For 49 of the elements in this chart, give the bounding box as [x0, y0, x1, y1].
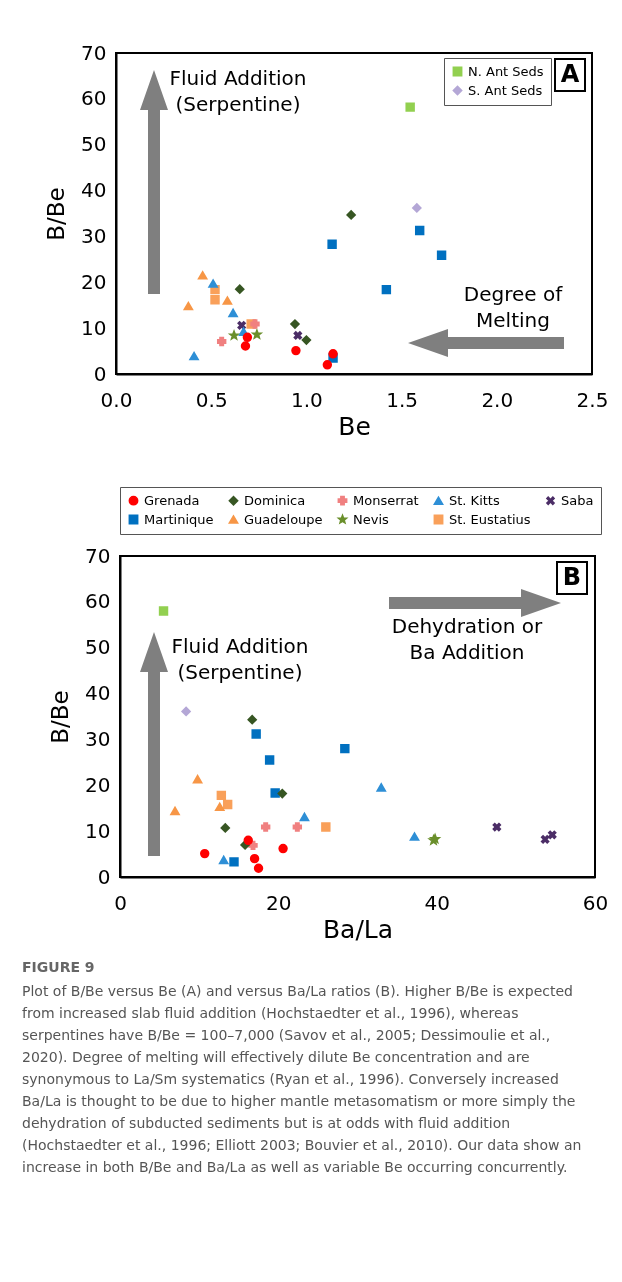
- y-tick-label: 30: [85, 726, 111, 751]
- legend-label: St. Eustatius: [449, 511, 531, 527]
- x-tick-label: 2.5: [576, 387, 609, 412]
- x-tick-label: 0.5: [195, 387, 228, 412]
- x-tick-label: 40: [424, 890, 450, 915]
- x-axis-title: Be: [338, 411, 371, 441]
- y-tick-label: 50: [85, 635, 111, 660]
- annotation: Fluid Addition (Serpentine): [171, 634, 309, 684]
- y-tick-label: 20: [85, 772, 111, 797]
- y-tick-label: 0: [93, 361, 107, 386]
- y-tick-label: 20: [81, 269, 107, 294]
- legend-label: N. Ant Seds: [468, 63, 544, 79]
- annotation: Dehydration or Ba Addition: [391, 614, 544, 664]
- x-tick-label: 2.0: [481, 387, 514, 412]
- y-tick-label: 10: [85, 818, 111, 843]
- text: Plot of B/Be versus Be (A) and versus Ba/La ratios (B). Higher B/Be is expected from increased slab fluid addition (Hochstaedter et al., 1996), whereas serpentines have B/Be = 100–7,000 (Savov et al., 2005; Dessimoulie et al., 2020). Degree of melting will effectively dilute Be concentration and are synonymous to La/Sm systematics (Ryan et al., 1996). Conversely increased Ba/La is thought to be due to higher mantle metasomatism or more simply the dehydration of subducted sediments but is at odds with fluid addition (Hochstaedter et al., 1996; Elliott 2003; Bouvier et al., 2010). Our data show an increase in both B/Be and Ba/La as well as variable Be occurring concurrently.: [22, 983, 582, 1175]
- legend-label: Guadeloupe: [244, 511, 323, 527]
- x-tick-label: 60: [582, 890, 609, 915]
- y-tick-label: 60: [85, 589, 111, 614]
- y-tick-label: 60: [81, 86, 107, 111]
- y-axis-title: B/Be: [47, 690, 74, 744]
- y-tick-label: 10: [81, 315, 107, 340]
- annotation: Fluid Addition (Serpentine): [169, 66, 307, 116]
- caption: FIGURE 9: [22, 958, 96, 977]
- x-tick-label: 1.0: [290, 387, 323, 412]
- x-tick-label: 1.5: [386, 387, 419, 412]
- y-tick-label: 30: [81, 223, 107, 248]
- legend-label: Saba: [561, 492, 594, 508]
- legend-label: St. Kitts: [449, 492, 500, 508]
- y-tick-label: 40: [81, 178, 107, 203]
- legend-label: Dominica: [244, 492, 306, 508]
- legend-label: Grenada: [144, 492, 200, 508]
- y-tick-label: 50: [81, 132, 107, 157]
- y-tick-label: 40: [85, 681, 111, 706]
- x-tick-label: 0: [114, 890, 127, 915]
- x-axis-title: Ba/La: [322, 914, 394, 944]
- y-tick-label: 0: [97, 864, 111, 889]
- legend-label: S. Ant Seds: [468, 82, 543, 98]
- legend-label: Nevis: [353, 511, 390, 527]
- annotation: B: [562, 563, 582, 591]
- y-axis-title: B/Be: [43, 187, 70, 241]
- legend-label: Martinique: [144, 511, 214, 527]
- x-tick-label: 20: [266, 890, 292, 915]
- annotation: A: [560, 60, 580, 88]
- x-tick-label: 0.0: [100, 387, 133, 412]
- annotation: Degree of Melting: [463, 282, 564, 332]
- y-tick-label: 70: [85, 543, 111, 568]
- y-tick-label: 70: [81, 40, 107, 65]
- legend-label: Monserrat: [353, 492, 419, 508]
